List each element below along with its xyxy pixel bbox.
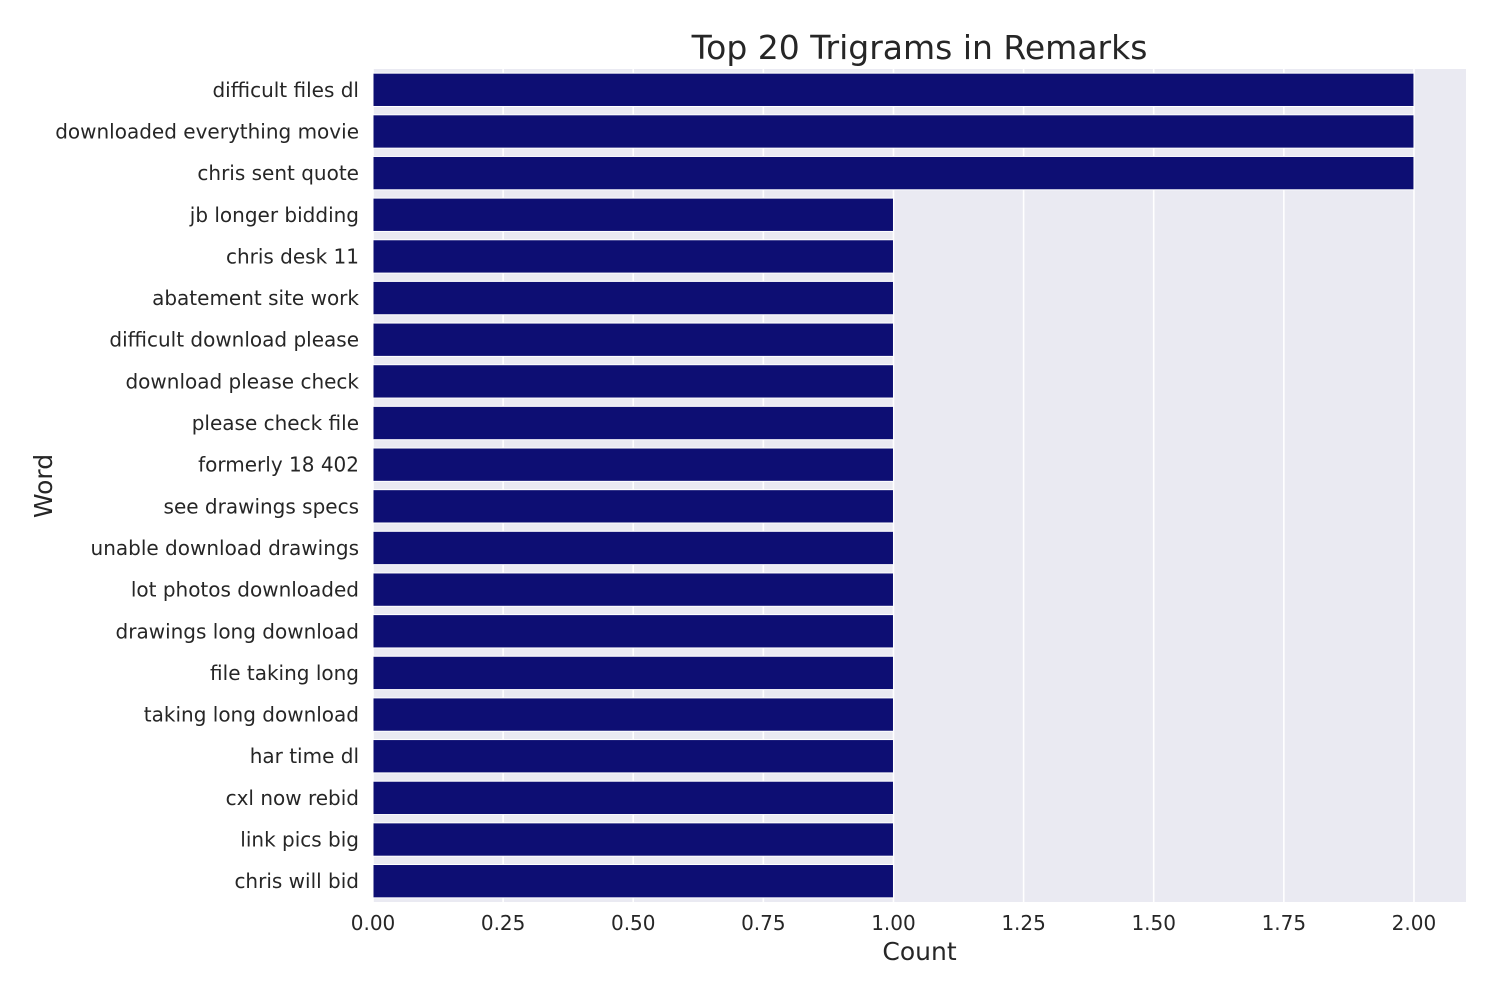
y-category-label: lot photos downloaded bbox=[131, 578, 359, 602]
x-axis-label: Count bbox=[882, 937, 956, 966]
y-category-label: taking long download bbox=[144, 703, 359, 727]
y-category-label: cxl now rebid bbox=[226, 786, 359, 810]
bar bbox=[372, 72, 1415, 107]
bar bbox=[372, 489, 894, 524]
plot-background bbox=[373, 69, 1466, 902]
y-category-label: chris sent quote bbox=[197, 161, 359, 185]
y-category-label: har time dl bbox=[250, 744, 359, 768]
y-category-label: chris desk 11 bbox=[226, 244, 359, 268]
x-tick-label: 1.75 bbox=[1262, 911, 1307, 935]
x-tick-label: 0.75 bbox=[741, 911, 786, 935]
y-category-label: please check file bbox=[192, 411, 359, 435]
bar bbox=[372, 655, 894, 691]
y-category-label: download please check bbox=[125, 369, 359, 393]
bar bbox=[372, 780, 894, 816]
bar bbox=[372, 364, 894, 399]
x-tick-label: 2.00 bbox=[1392, 911, 1437, 935]
y-category-label: difficult files dl bbox=[212, 78, 359, 102]
x-tick-label: 0.00 bbox=[351, 911, 396, 935]
bar bbox=[372, 405, 894, 441]
y-axis-label: Word bbox=[29, 454, 58, 518]
y-category-label: link pics big bbox=[240, 828, 359, 852]
y-category-label: file taking long bbox=[210, 661, 359, 685]
x-tick-label: 1.50 bbox=[1131, 911, 1176, 935]
bar bbox=[372, 864, 894, 899]
y-category-label: difficult download please bbox=[109, 328, 359, 352]
bar bbox=[372, 822, 894, 857]
y-category-label: formerly 18 402 bbox=[198, 453, 359, 477]
bar bbox=[372, 739, 894, 774]
bar bbox=[372, 614, 894, 649]
y-category-label: unable download drawings bbox=[91, 536, 359, 560]
y-category-label: jb longer bidding bbox=[189, 203, 359, 227]
bar bbox=[372, 447, 894, 482]
bar bbox=[372, 530, 894, 566]
y-category-label: chris will bid bbox=[234, 869, 359, 893]
y-category-label: downloaded everything movie bbox=[55, 119, 359, 143]
bar bbox=[372, 572, 894, 607]
bar bbox=[372, 280, 894, 316]
bar bbox=[372, 155, 1415, 191]
bar bbox=[372, 322, 894, 357]
y-category-label: abatement site work bbox=[152, 286, 359, 310]
bars bbox=[372, 72, 1415, 899]
x-tick-labels: 0.00 0.25 0.50 0.75 1.00 1.25 1.50 1.75 2.00 bbox=[351, 911, 1436, 935]
bar bbox=[372, 114, 1415, 149]
chart-title: Top 20 Trigrams in Remarks bbox=[691, 28, 1148, 67]
x-tick-label: 0.50 bbox=[611, 911, 656, 935]
x-tick-label: 1.00 bbox=[871, 911, 916, 935]
x-tick-label: 0.25 bbox=[481, 911, 526, 935]
y-category-label: see drawings specs bbox=[164, 494, 359, 518]
y-category-label: drawings long download bbox=[116, 619, 359, 643]
y-category-labels: difficult files dl downloaded everything … bbox=[55, 78, 359, 893]
bar bbox=[372, 697, 894, 732]
bar bbox=[372, 197, 894, 232]
x-tick-label: 1.25 bbox=[1001, 911, 1046, 935]
bar bbox=[372, 239, 894, 274]
